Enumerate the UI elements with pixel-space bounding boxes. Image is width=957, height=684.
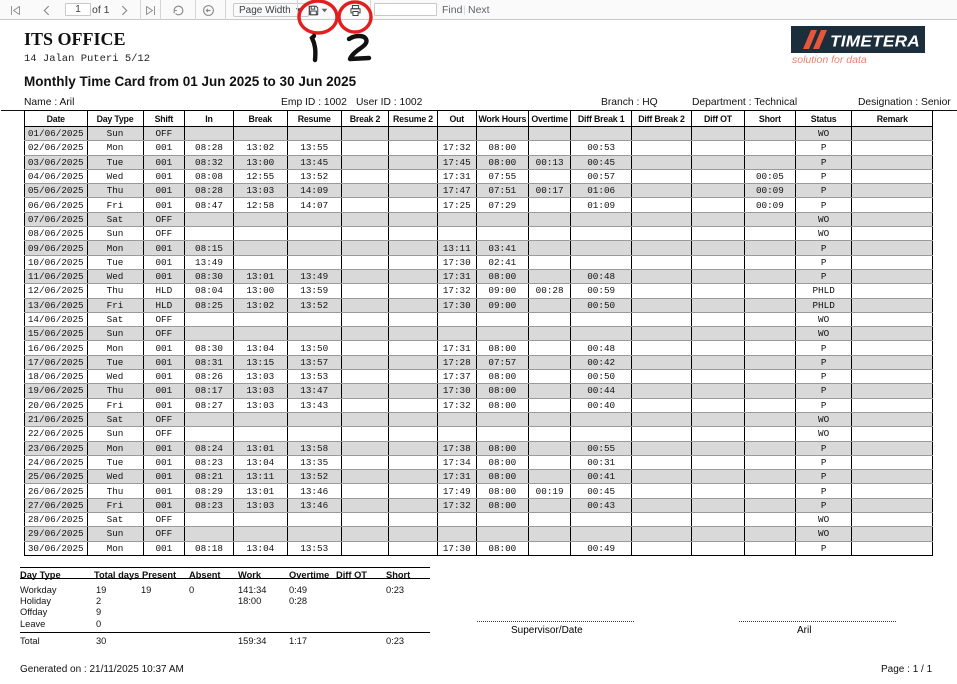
svg-text:TIMETERA: TIMETERA: [830, 34, 920, 51]
svg-text:solution for data: solution for data: [792, 54, 867, 66]
